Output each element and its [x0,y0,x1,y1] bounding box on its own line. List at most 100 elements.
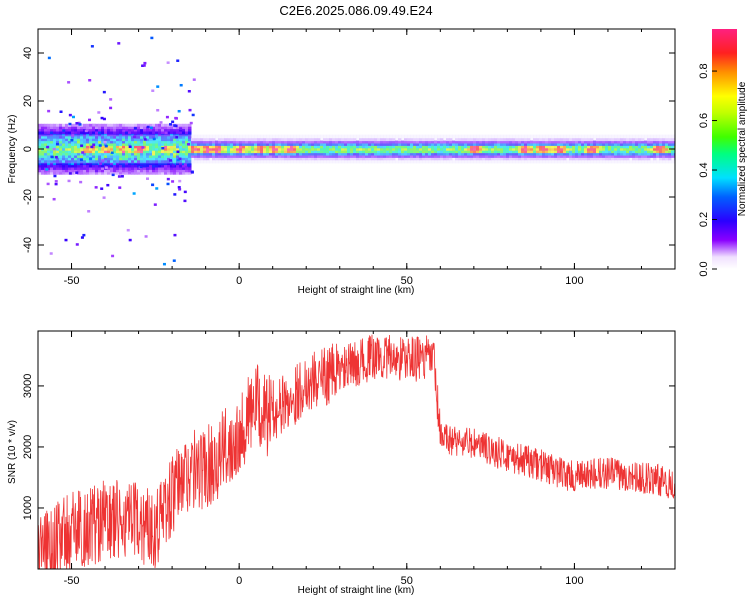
spectrogram-speckle [173,124,177,127]
spectrogram-cell [62,131,66,134]
spectrogram-cell [254,155,258,158]
spectrogram-cell [659,157,663,161]
spectrogram-cell [632,143,636,146]
spectrogram-cell [146,138,150,142]
spectrogram-cell [497,147,501,151]
spectrogram-cell [512,140,516,144]
spectrogram-cell [638,147,642,151]
spectrogram-halo [200,134,204,164]
spectrogram-cell [56,128,60,132]
spectrogram-cell [194,157,198,161]
spectrogram-cell [329,138,333,142]
spectrogram-speckle [156,108,160,112]
colorbar: 0.00.20.40.60.8 Normalized spectral ampl… [698,29,748,277]
spectrogram-halo [80,134,84,164]
spectrogram-cell [170,140,174,144]
spectrogram-cell [593,140,597,144]
spectrogram-cell [296,152,300,156]
spectrogram-cell [62,164,66,168]
spectrogram-cell [116,123,120,127]
spectrogram-cell [50,162,54,166]
spectrogram-cell [224,157,228,161]
spectrogram-cell [290,152,294,156]
spectrogram-cell [557,140,561,144]
spectrogram-cell [248,145,252,149]
spectrogram-speckle [146,125,150,129]
spectrogram-cell [116,143,120,146]
spectrogram-cell [521,152,525,156]
spectrogram-cell [668,138,672,142]
spectrogram-cell [101,123,105,127]
spectrogram-cell [671,145,675,149]
spectrogram-cell [143,159,147,163]
spectrogram-cell [461,145,465,149]
spectrogram-cell [542,155,546,158]
spectrogram-cell [107,164,111,168]
spectrogram-cell [602,138,606,142]
spectrogram-cell [380,147,384,151]
spectrogram-cell [614,140,618,144]
spectrogram-cell [587,152,591,156]
spectrogram-cell [206,145,210,149]
spectrogram-cell [59,138,63,142]
spectrogram-cell [188,123,192,127]
spectrogram-cell [278,152,282,156]
spectrogram-cell [617,143,621,146]
spectrogram-cell [137,155,141,158]
spectrogram-cell [602,150,606,154]
spectrogram-cell [44,152,48,156]
spectrogram-cell [125,164,129,168]
spectrogram-cell [614,143,618,146]
spectrogram-cell [641,150,645,154]
spectrogram-cell [518,152,522,156]
spectrogram-cell [233,145,237,149]
spectrogram-cell [131,133,135,137]
spectrogram-cell [629,140,633,144]
spectrogram-cell [323,143,327,146]
spectrogram-cell [590,147,594,151]
spectrogram-cell [89,167,93,170]
spectrogram-cell [401,150,405,154]
spectrogram-cell [485,145,489,149]
spectrogram-cell [257,145,261,149]
spectrogram-cell [335,140,339,144]
spectrogram-cell [635,155,639,158]
spectrogram-cell [602,152,606,156]
spectrogram-cell [485,140,489,144]
spectrogram-cell [461,140,465,144]
spectrogram-cell [74,126,78,130]
spectrogram-cell [101,138,105,142]
spectrogram-cell [155,140,159,144]
spectrogram-cell [176,171,180,175]
spectrogram-cell [389,157,393,161]
spectrogram-cell [62,140,66,144]
spectrogram-cell [155,169,159,173]
spectrogram-cell [161,164,165,168]
spectrogram-speckle [104,144,108,148]
spectrogram-cell [68,157,72,161]
spectrogram-cell [470,145,474,149]
spectrogram-cell [140,143,144,146]
spectrogram-cell [662,150,666,154]
spectrogram-cell [119,145,123,149]
spectrogram-cell [38,131,42,134]
spectrogram-cell [122,159,126,163]
spectrogram-cell [137,171,141,175]
spectrogram-cell [287,152,291,156]
spectrogram-cell [368,150,372,154]
spectrogram-cell [155,167,159,170]
spectrogram-cell [71,171,75,175]
spectrogram-cell [398,140,402,144]
spectrogram-cell [647,145,651,149]
spectrogram-cell [563,140,567,144]
spectrogram-cell [131,123,135,127]
spectrogram-cell [65,131,69,134]
spectrogram-cell [65,138,69,142]
spectrogram-cell [551,138,555,142]
spectrogram-cell [107,159,111,163]
spectrogram-cell [443,140,447,144]
spectrogram-cell [401,157,405,161]
spectrogram-cell [203,143,207,146]
spectrogram-cell [176,128,180,132]
spectrogram-cell [302,140,306,144]
